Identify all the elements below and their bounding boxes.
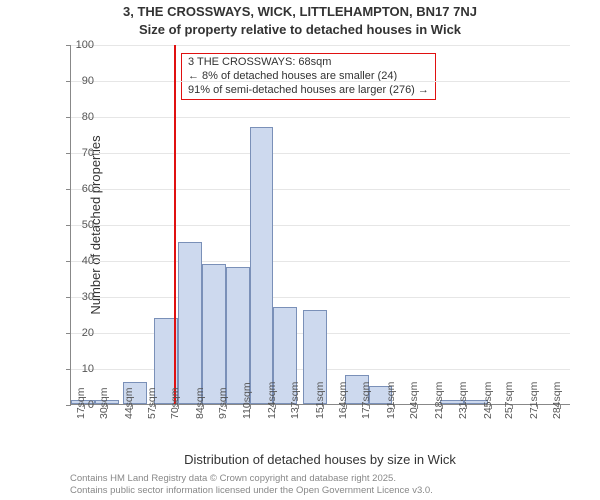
- gridline-h: [71, 189, 570, 190]
- annotation-line-1: 3 THE CROSSWAYS: 68sqm: [188, 56, 429, 70]
- footer-line-2: Contains public sector information licen…: [70, 485, 433, 496]
- ytick-label: 60: [64, 183, 94, 195]
- ytick-label: 50: [64, 219, 94, 231]
- gridline-h: [71, 297, 570, 298]
- ytick-label: 70: [64, 147, 94, 159]
- gridline-h: [71, 225, 570, 226]
- histogram-bar: [202, 264, 226, 404]
- chart-plot-area: 3 THE CROSSWAYS: 68sqm ← 8% of detached …: [70, 45, 570, 405]
- gridline-h: [71, 261, 570, 262]
- ytick-label: 20: [64, 327, 94, 339]
- chart-title-main: 3, THE CROSSWAYS, WICK, LITTLEHAMPTON, B…: [0, 4, 600, 19]
- gridline-h: [71, 45, 570, 46]
- chart-title-sub: Size of property relative to detached ho…: [0, 22, 600, 37]
- footer-line-1: Contains HM Land Registry data © Crown c…: [70, 473, 433, 484]
- histogram-bar: [178, 242, 202, 404]
- ytick-label: 40: [64, 255, 94, 267]
- ytick-label: 80: [64, 111, 94, 123]
- gridline-h: [71, 153, 570, 154]
- ytick-label: 90: [64, 75, 94, 87]
- histogram-bar: [250, 127, 274, 404]
- chart-footer: Contains HM Land Registry data © Crown c…: [70, 473, 433, 496]
- ytick-label: 30: [64, 291, 94, 303]
- x-axis-label: Distribution of detached houses by size …: [70, 452, 570, 467]
- annotation-line-3: 91% of semi-detached houses are larger (…: [188, 84, 429, 98]
- gridline-h: [71, 117, 570, 118]
- reference-annotation-box: 3 THE CROSSWAYS: 68sqm ← 8% of detached …: [181, 53, 436, 100]
- ytick-label: 100: [64, 39, 94, 51]
- ytick-label: 10: [64, 363, 94, 375]
- gridline-h: [71, 81, 570, 82]
